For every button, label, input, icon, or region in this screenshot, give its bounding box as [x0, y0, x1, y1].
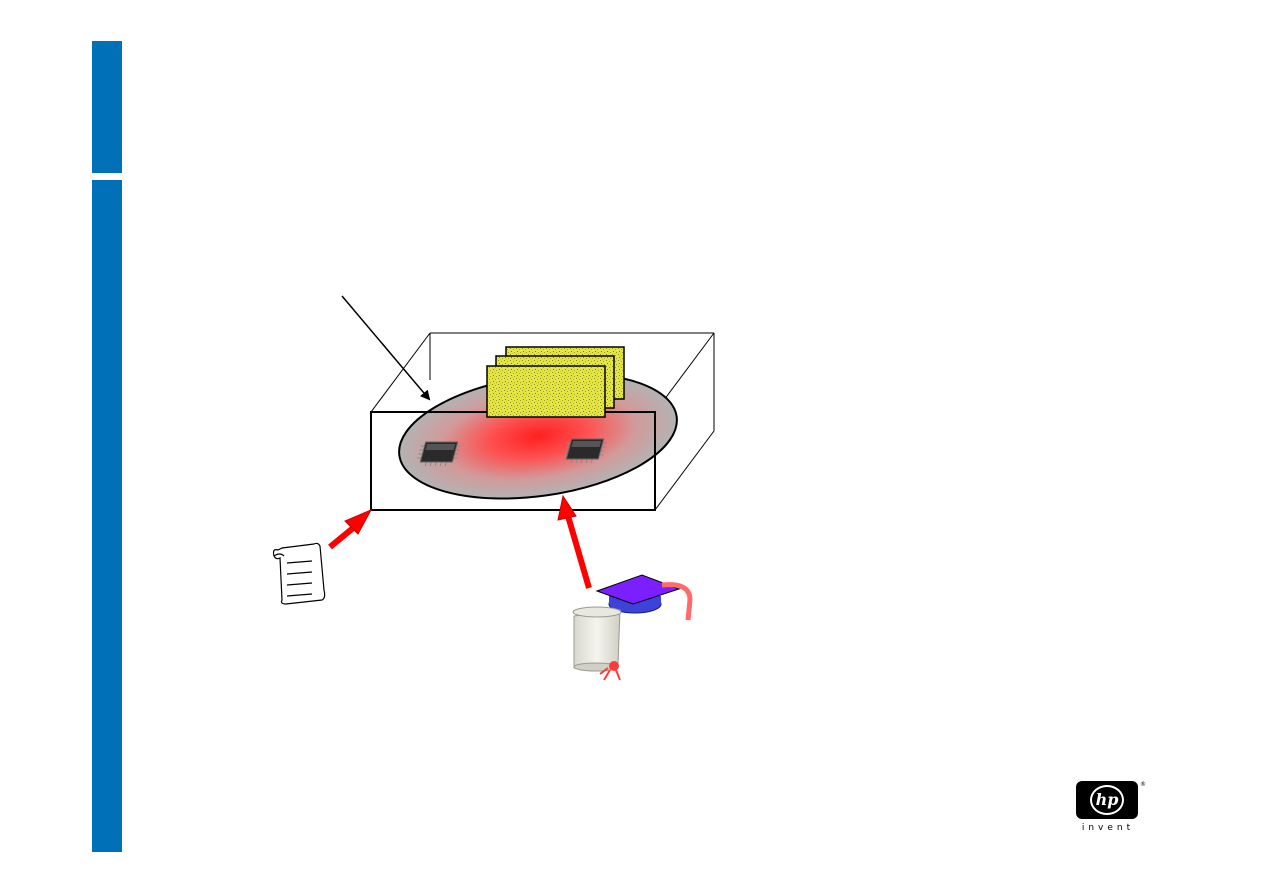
registered-mark: ®: [1140, 781, 1146, 788]
red-arrow-right: [557, 494, 592, 589]
accent-bar-top: [92, 41, 122, 173]
mortarboard-icon: [595, 574, 693, 621]
pointer-arrow-icon: [341, 295, 431, 401]
microchip-icon: [417, 441, 461, 466]
hp-invent-logo: hp ® invent: [1076, 781, 1146, 837]
policy-scroll-icon: [272, 542, 326, 605]
hp-logo-mark: hp: [1090, 785, 1124, 815]
diploma-scroll-icon: [572, 606, 622, 681]
red-arrow-left: [328, 508, 373, 550]
logo-tagline: invent: [1081, 823, 1135, 833]
accent-bar-left: [92, 180, 122, 852]
document-card-icon: [486, 346, 625, 418]
hp-logo-box: hp: [1076, 781, 1138, 819]
microchip-icon: [563, 438, 607, 463]
